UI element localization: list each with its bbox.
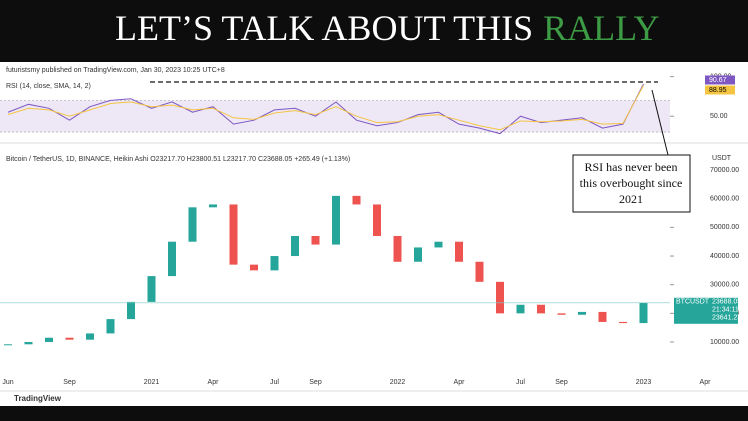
- unit: USDT: [712, 155, 732, 162]
- annotation-arrow: [651, 89, 669, 156]
- candle: [578, 311, 586, 315]
- annotation-box: [572, 154, 691, 213]
- value-tag: [705, 85, 735, 95]
- rsi-title: RSI (14, close, SMA, 14, 2): [6, 83, 91, 90]
- candle: [4, 344, 12, 346]
- candle: [291, 235, 299, 257]
- price-tag: 23688.05: [712, 299, 741, 306]
- candle: [270, 256, 279, 271]
- bottom-strip: [0, 406, 748, 421]
- candle: [639, 302, 648, 324]
- y-tick-label: 40000.00: [710, 253, 739, 260]
- candle: [414, 247, 422, 262]
- candle: [311, 235, 320, 245]
- y-tick-label: 50.00: [710, 113, 728, 120]
- candle: [188, 207, 197, 242]
- rsi-band: [0, 100, 670, 133]
- candle: [168, 241, 176, 277]
- candle: [537, 304, 545, 314]
- candle: [127, 301, 135, 320]
- x-tick-label: Sep: [309, 379, 322, 386]
- annotation: RSI has never been: [585, 160, 678, 174]
- x-tick-label: Jul: [516, 379, 525, 386]
- candle: [619, 321, 627, 324]
- y-tick-label: 30000.00: [710, 282, 739, 289]
- x-tick-label: Apr: [208, 379, 220, 386]
- candle: [147, 276, 156, 302]
- candle: [393, 235, 402, 262]
- price-tag: 23641.23: [712, 315, 741, 322]
- x-tick-label: 2023: [636, 379, 652, 386]
- annotation: 2021: [619, 192, 643, 206]
- candle: [496, 281, 504, 314]
- candle: [86, 333, 94, 340]
- x-tick-label: 2021: [144, 379, 160, 386]
- x-tick-label: Sep: [63, 379, 76, 386]
- candle: [352, 195, 361, 205]
- value-tag-label: 88.95: [709, 87, 727, 94]
- x-tick-label: 2022: [390, 379, 406, 386]
- publisher: futuristsmy published on TradingView.com…: [6, 67, 225, 74]
- value-tag-label: 90.67: [709, 77, 727, 84]
- rsi-line: [7, 85, 644, 131]
- candle: [516, 304, 525, 314]
- price-tag: BTCUSDT: [676, 299, 710, 306]
- candle: [106, 319, 115, 334]
- banner-title: LET’S TALK ABOUT THIS RALLY: [115, 8, 660, 48]
- x-tick-label: Jul: [270, 379, 279, 386]
- y-tick-label: 10000.00: [710, 339, 739, 346]
- candle: [455, 241, 463, 262]
- candle: [332, 195, 340, 245]
- candle: [250, 264, 258, 271]
- banner: [0, 0, 748, 62]
- candle: [475, 261, 484, 282]
- y-tick-label: 70000.00: [710, 167, 739, 174]
- x-tick-label: Jun: [2, 379, 13, 386]
- candle: [65, 337, 74, 340]
- y-tick-label: 50000.00: [710, 224, 739, 231]
- candle: [229, 204, 238, 265]
- x-tick-label: Apr: [454, 379, 466, 386]
- tag-box: [674, 297, 738, 324]
- candle: [557, 313, 566, 315]
- price-title: Bitcoin / TetherUS, 1D, BINANCE, Heikin …: [6, 156, 350, 163]
- candle: [209, 204, 217, 208]
- candle: [45, 337, 53, 343]
- x-tick-label: Sep: [555, 379, 568, 386]
- y-tick-label: 60000.00: [710, 196, 739, 203]
- price-tag: 21:34:11: [712, 307, 739, 314]
- x-tick-label: Apr: [700, 379, 712, 386]
- candle: [598, 311, 607, 322]
- candle: [373, 204, 381, 236]
- value-tag: [705, 75, 735, 85]
- candle: [24, 342, 33, 345]
- footer: TradingView: [14, 394, 62, 403]
- candle: [434, 241, 443, 248]
- annotation: this overbought since: [580, 176, 683, 190]
